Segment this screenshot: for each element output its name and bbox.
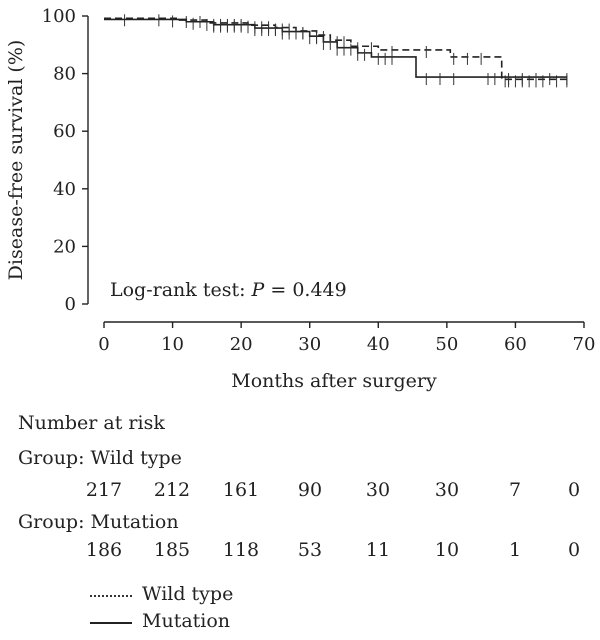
legend-swatch-wild-type	[90, 595, 132, 597]
y-tick-label: 0	[65, 294, 76, 315]
y-axis-title: Disease-free survival (%)	[5, 40, 27, 281]
survival-curve-mutation	[104, 18, 567, 78]
risk-count: 7	[508, 479, 522, 501]
legend-label-mutation: Mutation	[142, 610, 231, 632]
risk-count: 30	[365, 479, 391, 501]
risk-count: 30	[434, 479, 460, 501]
risk-count: 0	[567, 479, 581, 501]
chart-labels: 0 20 40 60 80 100 0 10 20 30 40 50 60 70 Months after …	[5, 6, 595, 392]
x-axis-title: Months after surgery	[231, 370, 437, 392]
y-tick-label: 80	[53, 64, 76, 85]
log-rank-annotation: Log-rank test: P = 0.449	[110, 279, 347, 301]
survival-curve-wild-type	[104, 17, 567, 81]
risk-count: 90	[297, 479, 323, 501]
risk-count: 161	[222, 479, 260, 501]
risk-count: 10	[434, 539, 460, 561]
risk-count: 53	[297, 539, 323, 561]
chart-curves	[104, 14, 568, 88]
y-tick-label: 20	[53, 236, 76, 257]
y-tick-label: 100	[42, 6, 76, 27]
y-tick-label: 60	[53, 121, 76, 142]
risk-count: 186	[85, 539, 123, 561]
x-tick-label: 0	[98, 334, 109, 355]
risk-count: 118	[222, 539, 260, 561]
risk-count: 185	[153, 539, 191, 561]
risk-count: 212	[153, 479, 191, 501]
x-tick-label: 30	[298, 334, 321, 355]
x-tick-label: 10	[161, 334, 184, 355]
risk-count: 217	[85, 479, 123, 501]
legend-swatch-mutation	[90, 622, 132, 624]
y-tick-label: 40	[53, 179, 76, 200]
km-chart: 0 20 40 60 80 100 0 10 20 30 40 50 60 70 Months after …	[5, 6, 595, 392]
risk-count: 11	[365, 539, 391, 561]
x-tick-label: 20	[230, 334, 253, 355]
x-tick-label: 60	[504, 334, 527, 355]
risk-count: 1	[508, 539, 522, 561]
risk-group-label-wild-type: Group: Wild type	[18, 447, 182, 469]
chart-axes	[82, 15, 585, 328]
legend-label-wild-type: Wild type	[142, 583, 234, 605]
risk-group-label-mutation: Group: Mutation	[18, 511, 179, 533]
x-tick-label: 50	[435, 334, 458, 355]
risk-count: 0	[567, 539, 581, 561]
risk-table-title: Number at risk	[18, 412, 165, 434]
x-tick-label: 40	[367, 334, 390, 355]
x-tick-label: 70	[573, 334, 596, 355]
